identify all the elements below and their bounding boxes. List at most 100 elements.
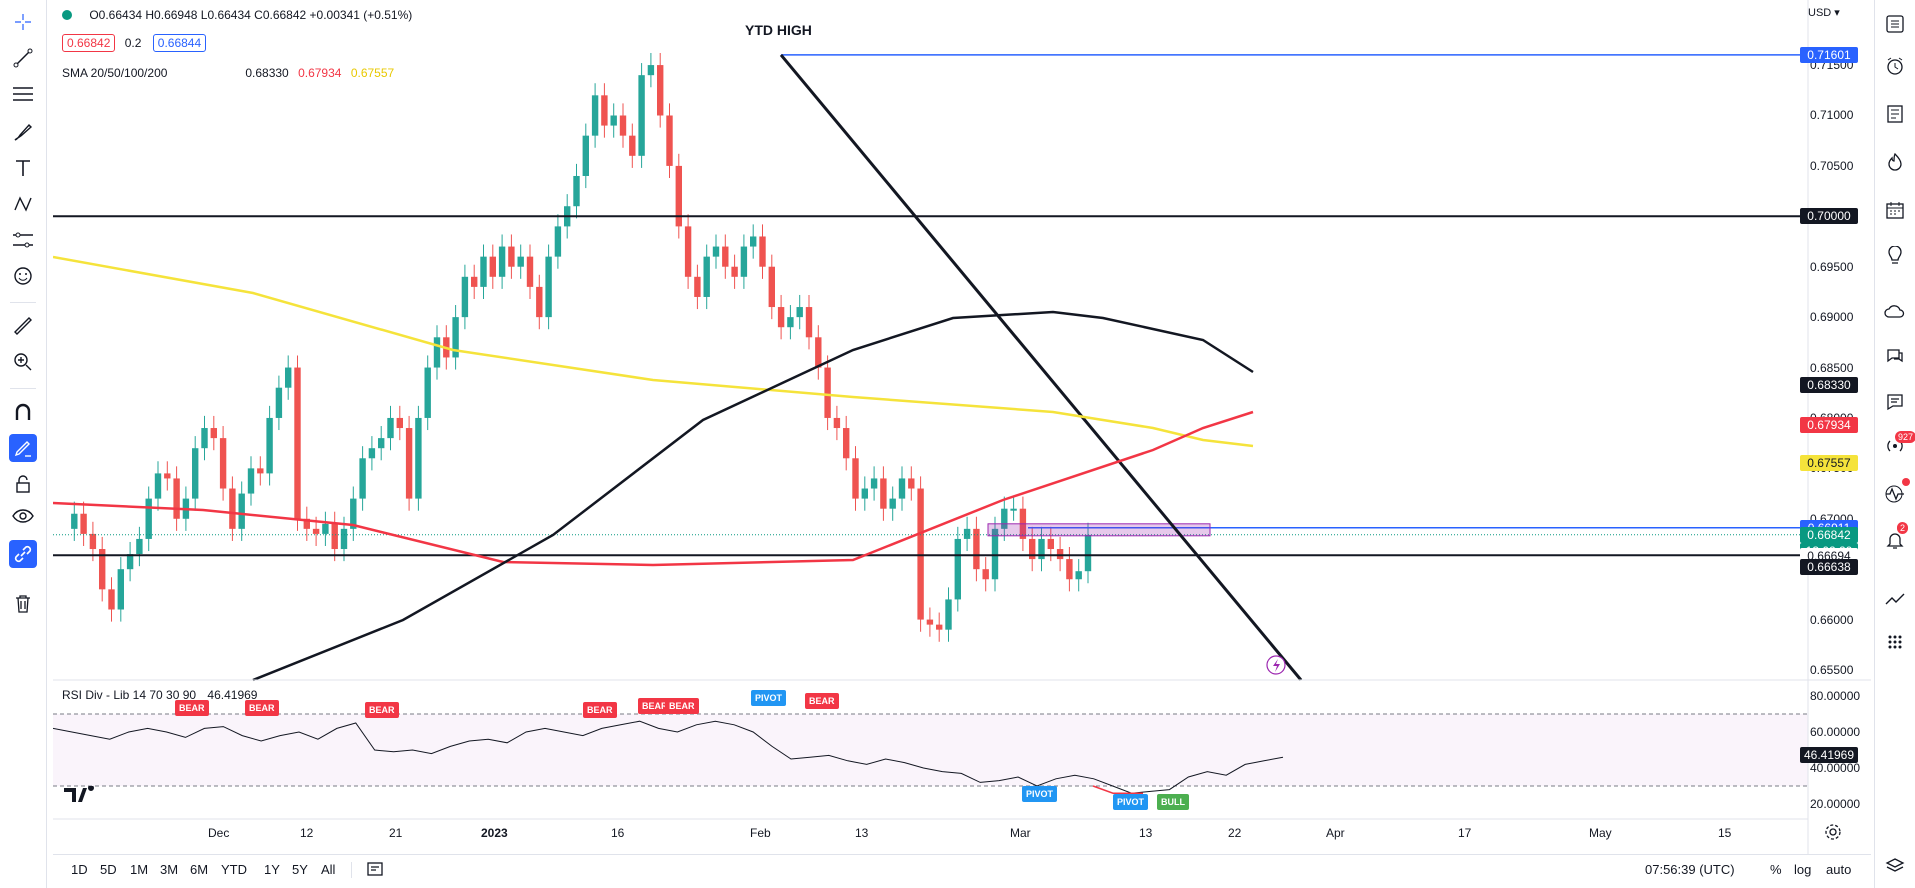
sma-legend[interactable]: SMA 20/50/100/200 0.68330 0.67934 0.6755… bbox=[62, 66, 394, 80]
tf-1d[interactable]: 1D bbox=[71, 862, 88, 877]
layers-icon[interactable] bbox=[1881, 852, 1909, 880]
candle-body bbox=[219, 438, 227, 489]
currency-selector[interactable]: USD ▾ bbox=[1808, 7, 1840, 19]
candle-body bbox=[610, 115, 617, 126]
cloud-icon[interactable] bbox=[1881, 298, 1909, 326]
tf-1m[interactable]: 1M bbox=[130, 862, 149, 877]
tf-6m[interactable]: 6M bbox=[190, 862, 209, 877]
candle-body bbox=[229, 488, 236, 529]
candle-body bbox=[880, 478, 887, 509]
candle-body bbox=[415, 417, 422, 499]
candle-body bbox=[759, 236, 766, 267]
rsi-axis-label: 20.00000 bbox=[1810, 797, 1861, 811]
tf-5y[interactable]: 5Y bbox=[292, 862, 308, 877]
rsi-signal-bear[interactable]: BEAR bbox=[583, 702, 617, 718]
ohlc-values: O0.66434 H0.66948 L0.66434 C0.66842 +0.0… bbox=[89, 8, 413, 22]
time-axis-label: Dec bbox=[208, 826, 230, 840]
emoji-icon[interactable] bbox=[9, 262, 37, 290]
candle-body bbox=[768, 266, 775, 308]
candle-body bbox=[461, 276, 469, 318]
down-trendline[interactable] bbox=[779, 53, 1303, 681]
candle-body bbox=[275, 387, 283, 418]
notifications-icon[interactable] bbox=[1881, 526, 1909, 554]
rsi-label: RSI Div - Lib 14 70 30 90 bbox=[62, 688, 197, 702]
candle-body bbox=[1010, 508, 1017, 511]
sma20-value: 0.68330 bbox=[245, 66, 289, 80]
chats-icon[interactable] bbox=[1881, 342, 1909, 370]
candle-body bbox=[312, 528, 320, 534]
time-axis-label: May bbox=[1589, 826, 1612, 840]
clock[interactable]: 07:56:39 (UTC) bbox=[1645, 862, 1735, 877]
lock-icon[interactable] bbox=[9, 470, 37, 498]
rsi-signal-bear[interactable]: BEAR bbox=[638, 698, 672, 714]
log-scale-toggle[interactable]: log bbox=[1794, 862, 1812, 877]
trend-icon[interactable] bbox=[1881, 584, 1909, 612]
rsi-signal-bull[interactable]: BULL bbox=[1157, 794, 1189, 810]
eye-icon[interactable] bbox=[9, 502, 37, 530]
auto-scale-toggle[interactable]: auto bbox=[1826, 862, 1852, 877]
time-axis-label: Mar bbox=[1010, 826, 1031, 840]
rsi-signal-bear[interactable]: BEAR bbox=[805, 693, 839, 709]
rsi-signal-bear[interactable]: BEAR bbox=[665, 698, 699, 714]
sma20-line[interactable] bbox=[252, 310, 1254, 682]
dots-grid-icon[interactable] bbox=[1881, 628, 1909, 656]
zoom-in-icon[interactable] bbox=[9, 348, 37, 376]
rsi-signal-bear[interactable]: BEAR bbox=[365, 702, 399, 718]
rsi-signal-pivot[interactable]: PIVOT bbox=[1113, 794, 1149, 810]
buy-price-button[interactable]: 0.66844 bbox=[152, 34, 207, 52]
tf-1y[interactable]: 1Y bbox=[264, 862, 280, 877]
candle-body bbox=[573, 175, 580, 207]
watchlist-icon[interactable] bbox=[1881, 10, 1909, 38]
candle-body bbox=[833, 417, 841, 429]
sma50-value: 0.67934 bbox=[298, 66, 342, 80]
pattern-icon[interactable] bbox=[9, 190, 37, 218]
data-window-icon[interactable] bbox=[1881, 100, 1909, 128]
brush-icon[interactable] bbox=[9, 118, 37, 146]
alert-clock-icon[interactable] bbox=[1881, 52, 1909, 80]
candle-body bbox=[210, 428, 217, 439]
rsi-signal-pivot[interactable]: PIVOT bbox=[751, 690, 787, 706]
rsi-signal-bear[interactable]: BEAR bbox=[245, 700, 279, 716]
drawing-mode-icon[interactable] bbox=[9, 434, 37, 462]
text-icon[interactable] bbox=[9, 154, 37, 182]
candle-body bbox=[285, 367, 292, 388]
trend-line-icon[interactable] bbox=[9, 44, 37, 72]
zone-rectangle[interactable] bbox=[987, 523, 1211, 537]
candle-body bbox=[164, 473, 171, 479]
hotlist-icon[interactable] bbox=[1881, 148, 1909, 176]
date-range-icon[interactable] bbox=[366, 860, 384, 881]
chart-settings-icon[interactable] bbox=[1824, 823, 1842, 846]
tf-3m[interactable]: 3M bbox=[160, 862, 179, 877]
sma50-line[interactable] bbox=[53, 410, 1254, 567]
magnet-icon[interactable] bbox=[9, 398, 37, 426]
ideas-icon[interactable] bbox=[1881, 242, 1909, 270]
candle-body bbox=[405, 428, 413, 499]
sell-price-button[interactable]: 0.66842 bbox=[62, 34, 116, 52]
link-icon[interactable] bbox=[9, 540, 37, 568]
time-axis-label: 22 bbox=[1228, 826, 1242, 840]
currency-label: USD bbox=[1808, 7, 1832, 19]
percent-scale-toggle[interactable]: % bbox=[1770, 862, 1782, 877]
tf-ytd[interactable]: YTD bbox=[221, 862, 247, 877]
tf-all[interactable]: All bbox=[321, 862, 336, 877]
candle-body bbox=[471, 276, 478, 287]
candle-body bbox=[126, 554, 134, 570]
calendar-icon[interactable] bbox=[1881, 196, 1909, 224]
timeframe-bar: 1D 5D 1M 3M 6M YTD 1Y 5Y All 07:56:39 (U… bbox=[53, 854, 1871, 886]
rsi-signal-pivot[interactable]: PIVOT bbox=[1022, 786, 1058, 802]
horizontal-lines-icon[interactable] bbox=[9, 80, 37, 108]
tf-5d[interactable]: 5D bbox=[100, 862, 117, 877]
candle-body bbox=[973, 528, 980, 570]
messages-icon[interactable] bbox=[1881, 388, 1909, 416]
price-tag: 0.66638 bbox=[1800, 559, 1858, 576]
pulse-icon[interactable] bbox=[1881, 480, 1909, 508]
forecast-icon[interactable] bbox=[9, 226, 37, 254]
rsi-legend[interactable]: RSI Div - Lib 14 70 30 90 46.41969 bbox=[62, 688, 257, 702]
lightning-glyph bbox=[1273, 659, 1280, 672]
crosshair-icon[interactable] bbox=[9, 8, 37, 36]
price-chart[interactable] bbox=[53, 0, 1871, 888]
trash-icon[interactable] bbox=[9, 590, 37, 618]
candle-body bbox=[703, 256, 710, 297]
rsi-signal-bear[interactable]: BEAR bbox=[175, 700, 209, 716]
ruler-icon[interactable] bbox=[9, 312, 37, 340]
